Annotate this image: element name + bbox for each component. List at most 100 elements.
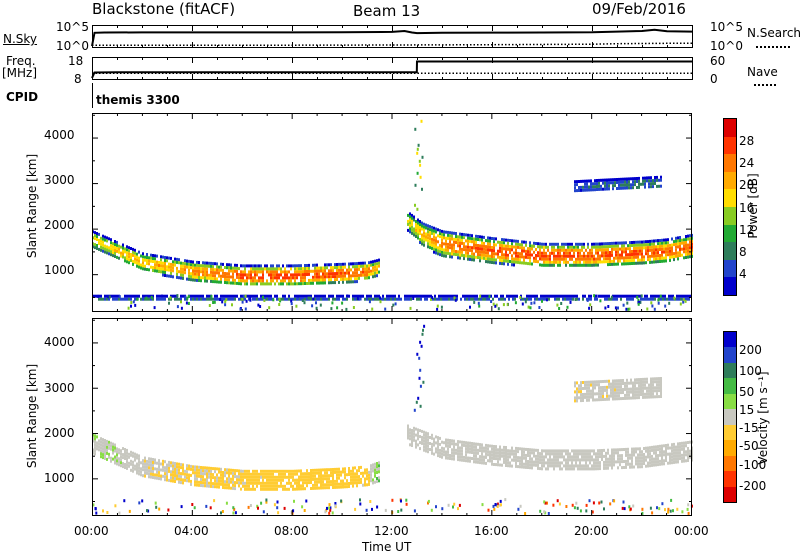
scatter-cell [532,294,534,298]
scatter-cell [170,479,172,483]
scatter-cell [138,454,140,458]
scatter-cell [637,249,639,253]
scatter-cell [551,251,553,255]
scatter-cell [577,257,579,261]
scatter-cell [571,254,573,258]
scatter-cell [655,463,657,467]
power-colorbar-band [724,259,736,278]
scatter-cell [409,431,411,435]
scatter-cell [658,380,660,384]
scatter-cell [683,238,685,242]
scatter-cell [628,387,630,391]
noise-cell [352,306,355,309]
scatter-cell [611,463,613,467]
noise-cell [341,301,344,305]
noise-cell [679,302,682,306]
scatter-cell [415,232,417,235]
scatter-cell [358,475,360,479]
scatter-cell [627,447,629,451]
scatter-cell [318,477,320,481]
scatter-cell [138,460,140,464]
scatter-cell [98,247,100,251]
scatter-cell [214,479,216,483]
scatter-cell [134,254,136,258]
scatter-cell [650,389,652,393]
scatter-cell [198,297,200,301]
scatter-cell [595,248,597,252]
scatter-cell [372,481,374,485]
scatter-cell [364,477,366,481]
scatter-cell [588,294,590,298]
scatter-cell [597,467,599,471]
scatter-cell [620,397,622,401]
scatter-cell [300,273,302,277]
scatter-cell [637,258,639,262]
scatter-cell [116,240,118,244]
scatter-cell [200,264,202,268]
noise-cell [626,301,629,305]
scatter-cell [608,379,610,383]
scatter-cell [612,397,614,401]
scatter-cell [449,454,451,457]
scatter-cell [584,383,586,387]
scatter-cell [210,466,212,470]
noise-cell [409,306,412,310]
velocity-colorbar-band [724,424,736,441]
scatter-cell [465,453,467,457]
scatter-cell [636,177,638,180]
scatter-cell [585,449,587,453]
scatter-cell [612,187,614,191]
scatter-cell [322,269,324,273]
scatter-cell [624,384,626,388]
scatter-cell [671,237,673,241]
scatter-cell [591,242,593,246]
scatter-cell [460,297,462,301]
scatter-cell [581,254,583,258]
scatter-cell [447,233,449,237]
scatter-cell [222,471,224,474]
scatter-cell [511,254,513,258]
noise-cell [220,511,222,515]
scatter-cell [431,433,433,437]
power-colorbar-band [724,171,736,190]
scatter-cell [302,273,304,277]
scatter-cell [372,478,374,482]
scatter-cell [457,253,459,257]
scatter-cell [593,260,595,264]
scatter-cell [618,394,620,398]
scatter-cell [529,466,531,470]
scatter-cell [328,269,330,273]
scatter-cell [689,240,691,244]
scatter-cell [320,486,322,490]
scatter-cell [350,280,352,284]
scatter-cell [443,441,445,445]
scatter-cell [126,251,128,255]
noise-cell [257,303,260,307]
noise-cell [436,304,439,308]
scatter-cell [447,438,449,442]
noise-cell [340,499,343,503]
scatter-cell [266,270,268,274]
scatter-cell [447,230,449,234]
scatter-cell [557,464,559,468]
scatter-cell [276,478,278,482]
scatter-cell [545,251,547,255]
scatter-cell [583,263,585,267]
scatter-cell [180,270,182,274]
scatter-cell [362,273,364,277]
scatter-cell [204,267,206,271]
scatter-cell [553,245,555,249]
scatter-cell [256,478,258,482]
noise-cell [668,301,671,305]
scatter-cell [340,268,342,272]
scatter-cell [549,452,551,456]
scatter-cell [641,255,643,259]
scatter-cell [218,467,220,471]
scatter-cell [298,267,300,271]
scatter-cell [439,451,441,455]
scatter-cell [328,480,330,484]
scatter-cell [638,294,640,298]
scatter-cell [633,465,635,469]
scatter-cell [513,257,515,261]
scatter-cell [581,263,583,267]
